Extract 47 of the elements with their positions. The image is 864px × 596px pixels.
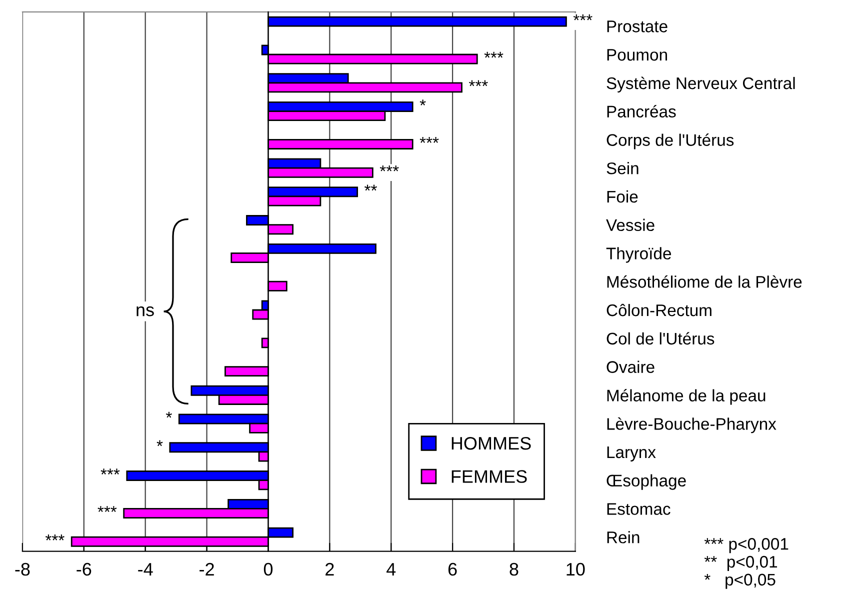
y-tick-label: Col de l'Utérus [606, 332, 714, 345]
legend-label: FEMMES [452, 470, 527, 483]
x-tick-label: 2 [326, 562, 334, 576]
y-tick-label: Lèvre-Bouche-Pharynx [607, 417, 776, 434]
annotation: * [156, 440, 163, 446]
annotation: *** [98, 506, 117, 512]
y-tick-label: Corps de l'Utérus [606, 134, 734, 150]
y-tick-label: Mélanome de la peau [607, 389, 766, 405]
y-tick-label: Larynx [607, 446, 656, 462]
annotation: *** [468, 80, 488, 86]
annotation: ns [136, 306, 154, 316]
y-tick-label: Thyroïde [606, 247, 672, 263]
y-tick-label: Rein [607, 531, 640, 544]
y-tick-label: Vessie [606, 218, 654, 232]
annotation: *** [484, 52, 504, 58]
y-tick-label: Estomac [607, 503, 670, 515]
y-tick-label: Sein [606, 162, 638, 174]
annotation: * [420, 100, 426, 106]
y-tick-label: Œsophage [606, 474, 686, 490]
x-tick-label: 0 [264, 562, 273, 576]
annotation: ** [364, 184, 377, 191]
x-tick-label: 6 [448, 562, 457, 576]
y-tick-label: Côlon-Rectum [606, 304, 712, 316]
annotation: *** [380, 165, 399, 172]
y-tick-label: Poumon [607, 49, 667, 61]
x-tick-label: 8 [510, 562, 518, 576]
y-tick-label: Pancréas [607, 105, 676, 118]
text: ** p<0,01 [704, 556, 778, 571]
x-tick-label: -8 [15, 562, 30, 576]
annotation: *** [45, 534, 64, 540]
legend-label: HOMMES [452, 436, 531, 450]
x-tick-label: 10 [566, 562, 585, 576]
annotation: *** [573, 14, 592, 20]
annotation: * [166, 412, 172, 418]
x-tick-label: -4 [138, 563, 153, 576]
x-tick-label: 4 [386, 563, 396, 576]
annotation: *** [420, 137, 439, 143]
y-tick-label: Ovaire [606, 360, 654, 373]
x-tick-label: -6 [76, 562, 92, 576]
y-tick-label: Mésothéliome de la Plèvre [607, 275, 802, 288]
x-tick-label: -2 [200, 562, 214, 576]
y-tick-label: Foie [607, 190, 638, 203]
annotation: *** [100, 468, 120, 474]
y-tick-label: Prostate [607, 20, 668, 32]
y-tick-label: Système Nerveux Central [606, 76, 795, 92]
text: * p<0,05 [704, 574, 776, 589]
text: *** p<0,001 [704, 538, 788, 554]
